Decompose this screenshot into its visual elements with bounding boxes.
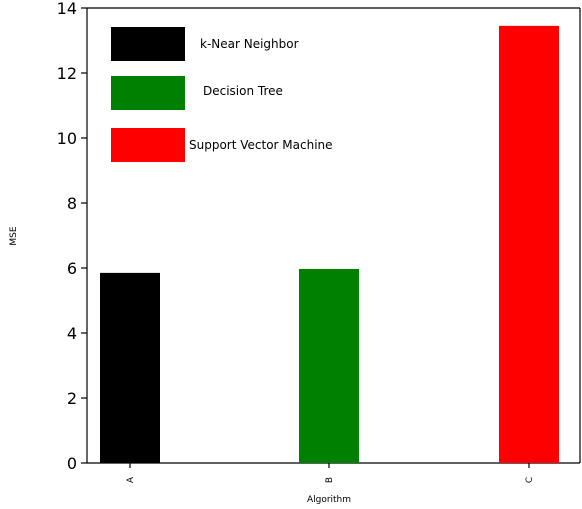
y-tick-label: 2 (67, 389, 77, 408)
x-axis-label: Algorithm (307, 495, 351, 505)
x-tick-label: C (525, 477, 535, 483)
legend: k-Near Neighbor Decision Tree Support Vect… (111, 27, 333, 162)
x-tick-label: A (126, 476, 136, 483)
legend-swatch (111, 76, 185, 110)
legend-swatch (111, 27, 185, 61)
plot-area (86, 7, 581, 464)
y-tick-label: 4 (67, 324, 77, 343)
x-tick-label: B (325, 477, 335, 483)
y-tick-label: 8 (67, 194, 77, 213)
legend-label: k-Near Neighbor (200, 37, 299, 51)
y-tick-label: 10 (57, 129, 77, 148)
y-tick-label: 6 (67, 259, 77, 278)
y-axis-ticks: 0 2 4 6 8 10 12 14 (57, 0, 87, 473)
bar-a (100, 272, 160, 463)
y-tick-label: 0 (67, 454, 77, 473)
legend-label: Support Vector Machine (189, 138, 333, 152)
bar-b (299, 268, 359, 463)
y-tick-label: 14 (57, 0, 77, 18)
bar-c (499, 25, 559, 463)
y-axis-label: MSE (9, 226, 19, 245)
bars (100, 25, 559, 463)
y-tick-label: 12 (57, 64, 77, 83)
legend-swatch (111, 128, 185, 162)
x-axis-ticks: A B C (126, 463, 535, 483)
legend-label: Decision Tree (203, 84, 283, 98)
